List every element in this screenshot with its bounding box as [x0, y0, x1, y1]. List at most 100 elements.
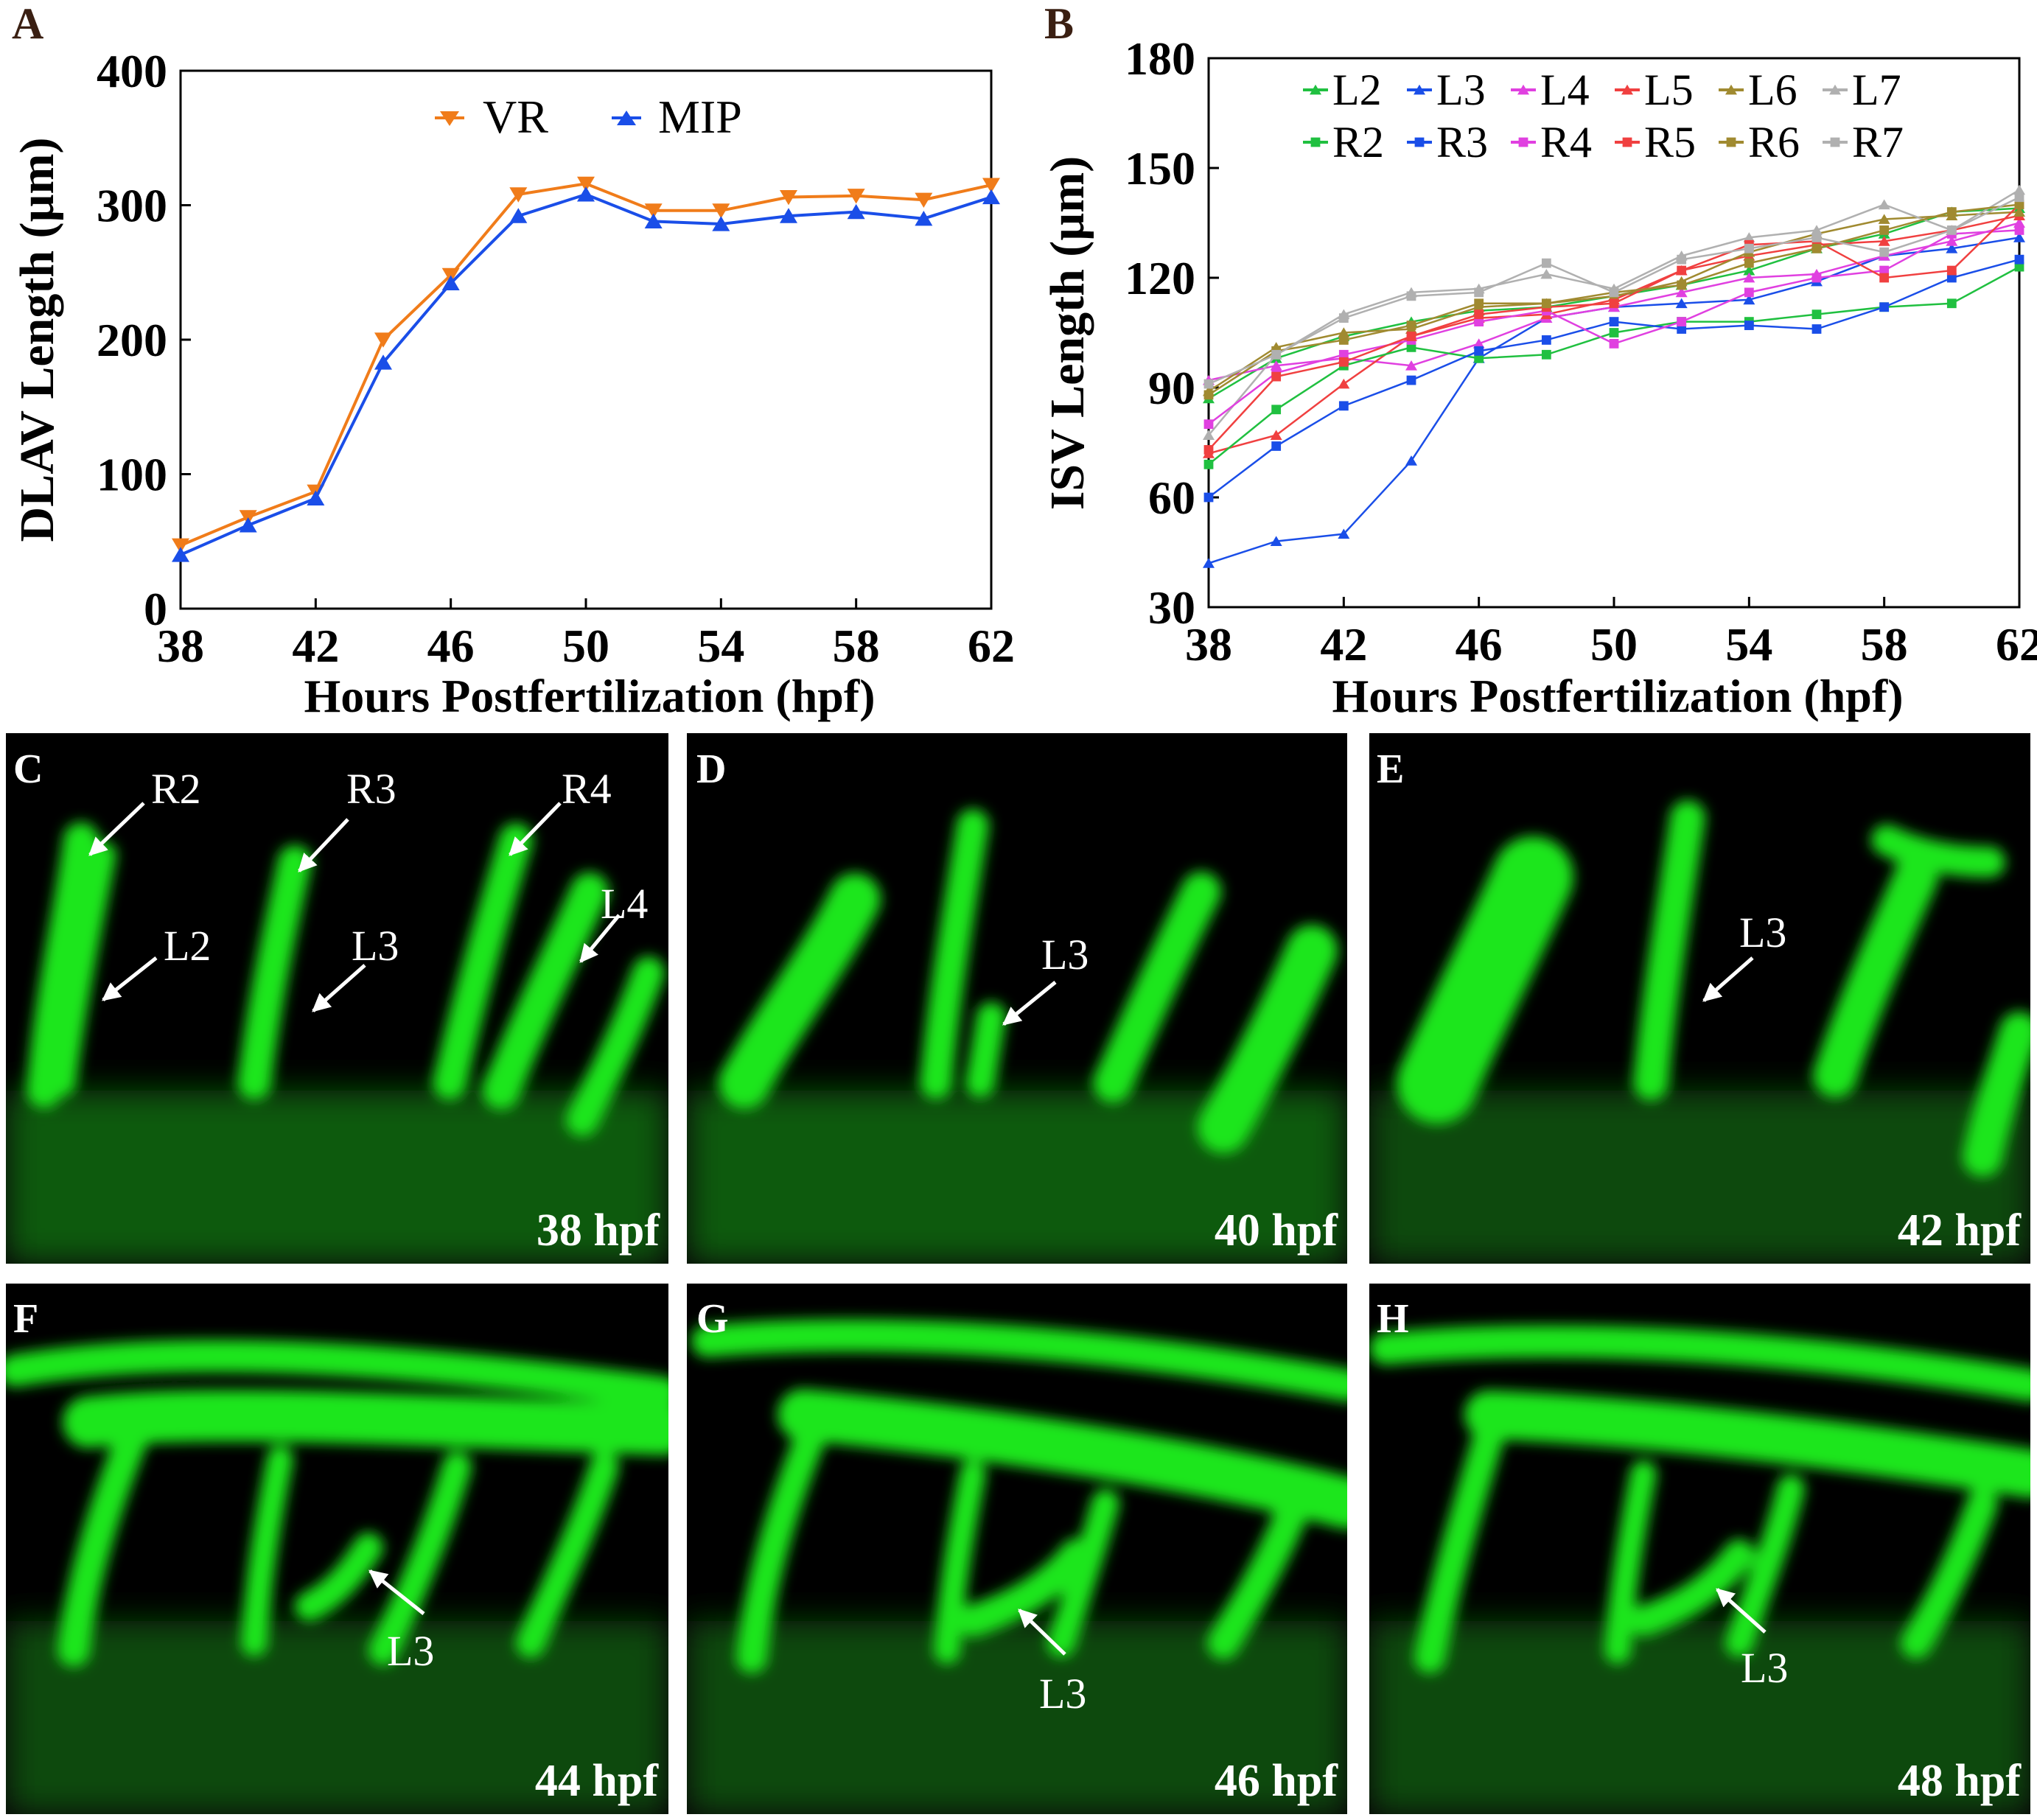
data-point-r6-46 [1474, 298, 1484, 309]
x-tick-label-a-62: 62 [968, 620, 1015, 672]
data-point-r7-50 [1609, 287, 1619, 298]
legend-marker-r2 [1310, 137, 1321, 147]
data-point-r7-44 [1406, 291, 1416, 301]
data-point-r7-60 [1946, 225, 1957, 235]
legend-marker-l2 [1310, 84, 1321, 95]
y-tick-label-b-90: 90 [1148, 362, 1195, 414]
data-point-r3-42 [1338, 401, 1349, 411]
x-axis-title-b: Hours Postfertilization (hpf) [1332, 670, 1904, 722]
y-tick-label-b-30: 30 [1148, 581, 1195, 634]
image-panel-d: D L3 40 hpf [687, 733, 1347, 1264]
panel-letter-h: H [1377, 1296, 1409, 1342]
data-point-vr-38 [172, 538, 189, 554]
image-panel-g: G L3 46 hpf [687, 1284, 1347, 1814]
data-point-vr-62 [982, 178, 1000, 193]
data-point-l3-62 [2013, 232, 2025, 242]
legend-marker-mip [617, 111, 636, 125]
data-point-l4-62 [2013, 217, 2025, 228]
label-d-l3: L3 [1041, 931, 1089, 979]
data-point-mip-62 [982, 189, 1000, 205]
data-point-r7-54 [1744, 243, 1754, 253]
data-point-r3-52 [1677, 324, 1687, 334]
annotation-l2: L2 [102, 922, 211, 1001]
vessel-fluorescence-g [687, 1319, 1347, 1814]
data-point-r5-38 [1203, 445, 1214, 455]
data-point-mip-46 [441, 275, 460, 290]
label-l3: L3 [352, 922, 399, 970]
data-point-r5-60 [1946, 265, 1957, 276]
data-point-mip-58 [847, 203, 865, 220]
data-point-r3-58 [1879, 302, 1890, 312]
data-point-r3-56 [1811, 324, 1822, 334]
data-point-l3-42 [1338, 528, 1350, 539]
label-e-l3: L3 [1739, 909, 1786, 956]
y-axis-title-b: ISV Length (µm) [1041, 156, 1094, 511]
legend-marker-l6 [1725, 84, 1737, 95]
data-point-r4-56 [1811, 273, 1822, 283]
image-panel-e: E L3 42 hpf [1369, 733, 2030, 1264]
data-point-r4-52 [1677, 317, 1687, 326]
data-point-l7-62 [2013, 184, 2025, 195]
data-point-r6-60 [1946, 207, 1957, 217]
data-point-r4-50 [1609, 339, 1619, 349]
x-tick-label-b-50: 50 [1590, 618, 1638, 671]
x-tick-label-b-62: 62 [1996, 618, 2037, 671]
x-tick-label-a-58: 58 [833, 620, 880, 672]
data-point-r4-38 [1203, 419, 1214, 430]
legend-marker-l5 [1621, 84, 1633, 95]
legend-label-l5: L5 [1644, 66, 1694, 114]
data-point-mip-44 [374, 354, 392, 370]
annotation-d-l3: L3 [1002, 931, 1089, 1026]
data-point-r5-42 [1338, 357, 1349, 367]
x-tick-label-a-54: 54 [697, 620, 744, 672]
data-point-l5-40 [1270, 430, 1282, 440]
data-point-l5-42 [1338, 378, 1350, 389]
data-point-r7-56 [1811, 232, 1822, 242]
data-point-l7-38 [1203, 430, 1215, 440]
label-f-l3: L3 [387, 1627, 434, 1675]
data-point-l3-54 [1743, 294, 1755, 305]
data-point-r5-50 [1609, 298, 1619, 309]
data-point-r2-46 [1474, 353, 1484, 363]
annotation-g-l3: L3 [1018, 1609, 1086, 1718]
data-point-r7-52 [1677, 254, 1687, 265]
data-point-l4-46 [1472, 338, 1485, 349]
legend-label-l3: L3 [1436, 66, 1486, 114]
x-tick-label-a-42: 42 [292, 620, 339, 672]
data-point-r7-62 [2014, 192, 2024, 203]
x-tick-label-b-58: 58 [1861, 618, 1908, 671]
y-tick-label-a-400: 400 [97, 45, 167, 97]
data-point-r6-52 [1677, 280, 1687, 290]
data-point-l4-60 [1946, 236, 1958, 246]
data-point-r7-40 [1271, 349, 1282, 360]
data-point-vr-58 [847, 189, 865, 204]
data-point-l6-58 [1878, 214, 1890, 224]
vessel-fluorescence-d [687, 809, 1347, 1264]
legend-a: VR MIP [435, 91, 742, 143]
legend-marker-r4 [1518, 137, 1528, 147]
data-point-vr-50 [577, 176, 595, 192]
data-point-r2-62 [2014, 262, 2024, 272]
legend-label-l7: L7 [1852, 66, 1901, 114]
data-point-mip-42 [307, 490, 325, 505]
plot-frame-a [179, 69, 993, 610]
data-point-vr-44 [374, 332, 392, 348]
y-tick-label-b-180: 180 [1125, 32, 1195, 85]
data-point-r3-48 [1541, 335, 1551, 345]
data-point-l3-38 [1203, 558, 1215, 568]
data-point-mip-48 [509, 208, 528, 223]
data-point-mip-38 [172, 547, 189, 562]
image-panel-f: F L3 44 hpf [6, 1284, 668, 1814]
data-point-l2-54 [1743, 265, 1755, 276]
panel-letter-e: E [1377, 746, 1404, 792]
data-point-r3-54 [1744, 321, 1754, 330]
legend-label-l4: L4 [1540, 66, 1590, 114]
time-label-d: 40 hpf [1215, 1205, 1338, 1256]
time-label-g: 46 hpf [1215, 1756, 1338, 1806]
data-point-r4-54 [1744, 287, 1754, 298]
time-label-c: 38 hpf [537, 1205, 660, 1256]
data-point-r6-54 [1744, 258, 1754, 268]
annotation-r4: R4 [509, 765, 612, 856]
data-point-r6-44 [1406, 321, 1416, 330]
annotation-f-l3: L3 [368, 1569, 434, 1675]
